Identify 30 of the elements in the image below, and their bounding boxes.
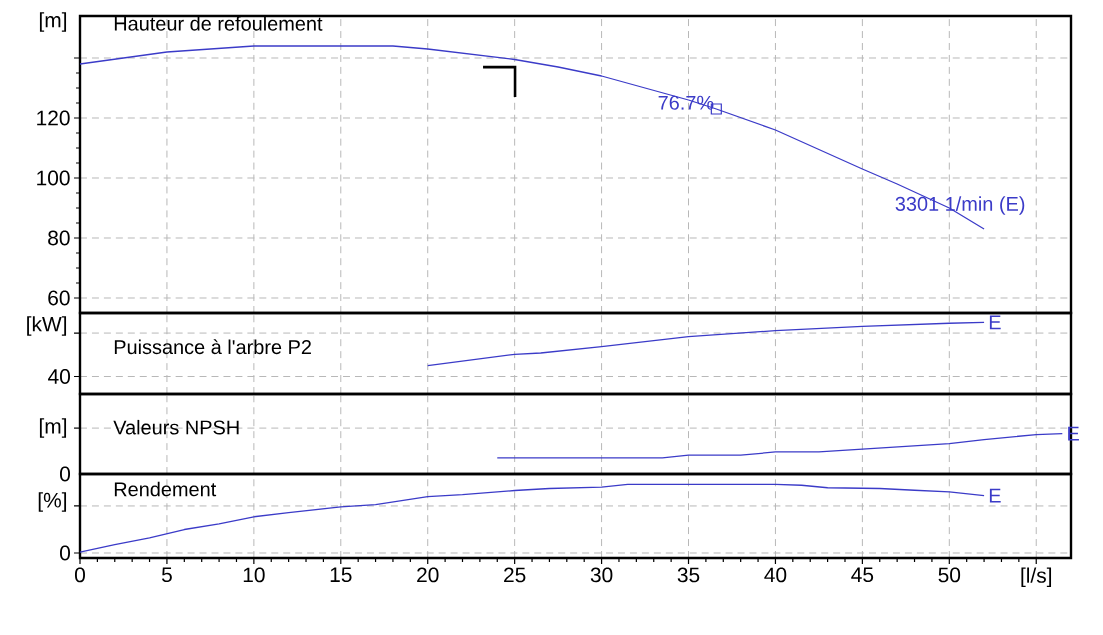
y-tick-label: 60 xyxy=(48,290,70,306)
text: 0 xyxy=(60,466,71,482)
x-tick-label: 10 xyxy=(243,567,265,583)
x-tick-label: 25 xyxy=(504,567,526,583)
y-axis-title: [m] xyxy=(39,12,67,32)
annotation: E xyxy=(989,315,1001,330)
x-tick-label: 15 xyxy=(330,567,352,583)
annotation: E xyxy=(989,488,1001,503)
y-axis-title: [m] xyxy=(39,418,67,438)
y-tick-label: 120 xyxy=(37,110,70,126)
x-tick-label: 5 xyxy=(161,567,172,583)
annotation: 3301 1/min (E) xyxy=(895,196,1025,215)
x-tick-label: [l/s] xyxy=(1021,567,1052,587)
y-tick-label: 80 xyxy=(48,230,70,246)
x-tick-label: 0 xyxy=(75,567,85,583)
x-tick-label: 40 xyxy=(764,567,787,583)
chart-title: Rendement xyxy=(114,481,217,497)
x-tick-label: 45 xyxy=(851,567,874,583)
chart-title: Valeurs NPSH xyxy=(113,419,239,435)
y-axis-title: [kW] xyxy=(27,316,67,336)
x-tick-label: 35 xyxy=(677,567,700,583)
text: Puissance à l'arbre P2 xyxy=(114,339,311,355)
x-tick-label: 20 xyxy=(417,567,439,583)
text: 0 xyxy=(60,545,71,561)
x-tick-label: 50 xyxy=(938,567,961,583)
y-axis-title: [%] xyxy=(38,492,67,512)
chart-title: Hauteur de refoulement xyxy=(114,16,323,31)
x-tick-label: 30 xyxy=(590,567,613,583)
text: 40 xyxy=(48,369,71,384)
y-tick-label: 100 xyxy=(37,170,70,186)
